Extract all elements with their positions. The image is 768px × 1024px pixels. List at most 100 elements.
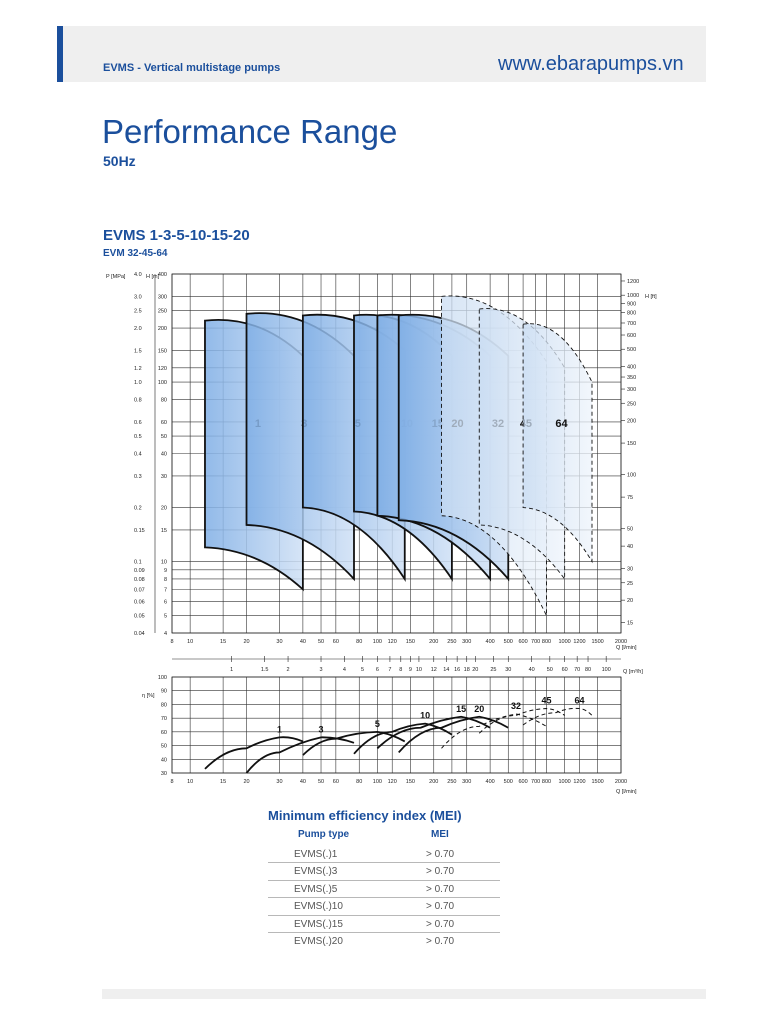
y-tick-label: 90 bbox=[161, 689, 167, 695]
section-subtitle: EVM 32-45-64 bbox=[103, 248, 168, 259]
x-tick-label: 8 bbox=[170, 639, 173, 645]
efficiency-label-5: 5 bbox=[375, 719, 380, 729]
x2-tick-label: 7 bbox=[388, 667, 391, 673]
y-tick-label-mpa: 0.6 bbox=[134, 420, 142, 426]
y-tick-label-mpa: 0.1 bbox=[134, 560, 142, 566]
x-tick-label: 2000 bbox=[615, 779, 627, 785]
y-tick-label-mpa: 2.5 bbox=[134, 309, 142, 315]
y-tick-label: 100 bbox=[158, 675, 167, 681]
x2-tick-label: 12 bbox=[431, 667, 437, 673]
efficiency-curve-20 bbox=[398, 715, 509, 754]
y-tick-label-ft: 400 bbox=[627, 365, 636, 371]
x2-tick-label: 80 bbox=[585, 667, 591, 673]
efficiency-curve-5 bbox=[302, 730, 406, 756]
mei-pump-type: EVMS(.)5 bbox=[294, 883, 338, 895]
efficiency-curve-15 bbox=[376, 715, 491, 749]
x-axis-title: Q [l/min] bbox=[616, 645, 637, 651]
x2-tick-label: 5 bbox=[361, 667, 364, 673]
x-tick-label: 80 bbox=[356, 779, 362, 785]
x-tick-label: 1000 bbox=[559, 779, 571, 785]
mei-row: EVMS(.)3 > 0.70 bbox=[268, 863, 500, 881]
y-tick-label-m: 8 bbox=[164, 577, 167, 583]
x-tick-label: 400 bbox=[486, 779, 495, 785]
efficiency-curve-45 bbox=[478, 708, 565, 734]
x-tick-label: 2000 bbox=[615, 639, 627, 645]
x-tick-label: 1500 bbox=[591, 639, 603, 645]
x2-tick-label: 16 bbox=[454, 667, 460, 673]
y-tick-label-ft: 25 bbox=[627, 581, 633, 587]
y-tick-label-ft: 15 bbox=[627, 621, 633, 627]
x-tick-label: 80 bbox=[356, 639, 362, 645]
x-tick-label: 120 bbox=[388, 639, 397, 645]
y-tick-label-ft: 700 bbox=[627, 321, 636, 327]
x-tick-label: 700 bbox=[531, 779, 540, 785]
x2-tick-label: 30 bbox=[505, 667, 511, 673]
x2-tick-label: 70 bbox=[574, 667, 580, 673]
mei-value: > 0.70 bbox=[426, 935, 455, 947]
x-tick-label: 150 bbox=[406, 779, 415, 785]
y-tick-label: 40 bbox=[161, 757, 167, 763]
y-tick-label-mpa: 0.05 bbox=[134, 614, 145, 620]
y-tick-label-m: 7 bbox=[164, 587, 167, 593]
y-tick-label-ft: 30 bbox=[627, 567, 633, 573]
mei-pump-type: EVMS(.)20 bbox=[294, 935, 343, 947]
y-axis-title-m: H [m] bbox=[146, 274, 160, 280]
mei-table: EVMS(.)1 > 0.70 EVMS(.)3 > 0.70 EVMS(.)5 > … bbox=[268, 846, 500, 949]
y-tick-label-m: 40 bbox=[161, 452, 167, 458]
y-tick-label-mpa: 3.0 bbox=[134, 294, 142, 300]
mei-pump-type: EVMS(.)10 bbox=[294, 901, 343, 913]
y-tick-label-m: 6 bbox=[164, 599, 167, 605]
x-tick-label: 800 bbox=[542, 639, 551, 645]
efficiency-grid bbox=[171, 676, 622, 774]
y-tick-label-ft: 900 bbox=[627, 301, 636, 307]
efficiency-axes: 8 10 15 20 30 40 50 60 80 100 120 150 200 250 300 400 50… bbox=[142, 675, 637, 795]
y-tick-label-m: 200 bbox=[158, 326, 167, 332]
y-tick-label-mpa: 0.2 bbox=[134, 506, 142, 512]
x-tick-label: 15 bbox=[220, 779, 226, 785]
x2-tick-label: 2 bbox=[287, 667, 290, 673]
mei-row: EVMS(.)15 > 0.70 bbox=[268, 916, 500, 933]
performance-axes: 8 10 15 20 30 40 50 60 80 100 120 150 200 250 300 400 50… bbox=[106, 272, 657, 675]
x2-tick-label: 10 bbox=[416, 667, 422, 673]
mei-col-pump-type: Pump type bbox=[298, 829, 350, 840]
header-url: www.ebarapumps.vn bbox=[498, 53, 684, 75]
y-axis-title-mpa: P [MPa] bbox=[106, 274, 126, 280]
y-tick-label-ft: 50 bbox=[627, 527, 633, 533]
x-tick-label: 300 bbox=[462, 639, 471, 645]
mei-col-mei: MEI bbox=[431, 829, 449, 840]
y-tick-label: 80 bbox=[161, 702, 167, 708]
header-accent-bar bbox=[57, 26, 63, 82]
x-tick-label: 40 bbox=[300, 639, 306, 645]
pump-label-64: 64 bbox=[555, 418, 568, 430]
x-tick-label: 150 bbox=[406, 639, 415, 645]
y-tick-label-m: 250 bbox=[158, 309, 167, 315]
page-title: Performance Range bbox=[102, 113, 398, 150]
y-tick-label-mpa: 4.0 bbox=[134, 272, 142, 278]
efficiency-curve-64 bbox=[522, 707, 593, 726]
y-tick-label-ft: 500 bbox=[627, 347, 636, 353]
x-tick-label: 1500 bbox=[591, 779, 603, 785]
y-tick-label-ft: 300 bbox=[627, 387, 636, 393]
x-tick-label: 200 bbox=[429, 639, 438, 645]
x-tick-label: 300 bbox=[462, 779, 471, 785]
x2-tick-label: 8 bbox=[399, 667, 402, 673]
plot-frame bbox=[171, 273, 622, 634]
header-subtitle: EVMS - Vertical multistage pumps bbox=[103, 62, 281, 74]
x2-tick-label: 1 bbox=[230, 667, 233, 673]
y-tick-label-ft: 250 bbox=[627, 401, 636, 407]
x2-tick-label: 3 bbox=[319, 667, 322, 673]
x2-tick-label: 9 bbox=[409, 667, 412, 673]
efficiency-label-32: 32 bbox=[511, 701, 521, 711]
x-tick-label: 600 bbox=[519, 639, 528, 645]
mei-value: > 0.70 bbox=[426, 918, 455, 930]
x2-tick-label: 1.5 bbox=[261, 667, 269, 673]
x-tick-label: 1200 bbox=[573, 779, 585, 785]
x2-axis-title: Q [m³/h] bbox=[623, 669, 643, 675]
pump-envelope-64 bbox=[522, 323, 593, 564]
y-axis-title-ft: H [ft] bbox=[645, 294, 657, 300]
mei-row: EVMS(.)10 > 0.70 bbox=[268, 898, 500, 916]
x-tick-label: 700 bbox=[531, 639, 540, 645]
x-tick-label: 60 bbox=[333, 639, 339, 645]
x2-tick-label: 4 bbox=[343, 667, 346, 673]
y-tick-label-ft: 40 bbox=[627, 544, 633, 550]
